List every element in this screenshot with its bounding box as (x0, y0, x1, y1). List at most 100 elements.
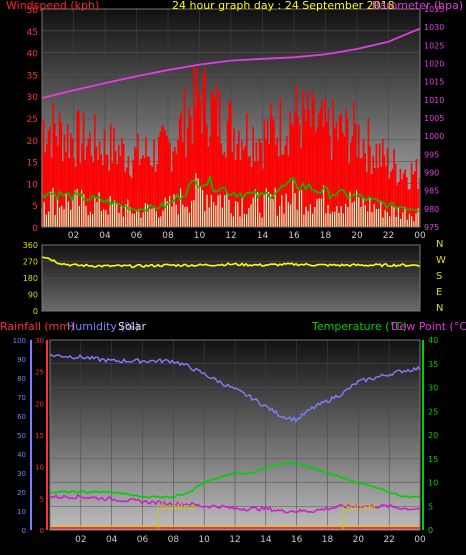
rain-tick-label: 15 (35, 432, 44, 440)
wind-tick-label: 15 (27, 159, 38, 169)
wind-tick-label: 45 (27, 28, 38, 38)
temperature-line (49, 461, 421, 499)
wind-x-tick-label: 00 (414, 231, 426, 241)
wind-tick-label: 30 (27, 93, 39, 103)
baro-tick-label: 1030 (424, 23, 444, 32)
temp-x-tick-label: 12 (229, 535, 240, 545)
humidity-tick-label: 100 (13, 337, 26, 345)
compass-label: W (436, 255, 446, 266)
wind-tick-label: 10 (27, 180, 39, 190)
dewpoint-axis-label: Dew Point (°C) (391, 320, 466, 333)
baro-tick-label: 1010 (424, 96, 444, 105)
wind-x-tick-label: 12 (225, 231, 236, 241)
temp-x-tick-label: 04 (106, 535, 118, 545)
temp-tick-label: 10 (428, 479, 438, 488)
wind-tick-label: 35 (27, 71, 38, 81)
humidity-tick-label: 50 (17, 432, 26, 440)
wind-x-tick-label: 02 (68, 231, 79, 241)
temp-tick-label: 25 (428, 407, 438, 416)
wind-x-tick-label: 10 (194, 231, 206, 241)
humidity-tick-label: 20 (17, 489, 26, 497)
direction-tick-label: 360 (23, 241, 38, 250)
wind-x-tick-label: 22 (383, 231, 394, 241)
rain-hum-temp-panel: 0 10 20 30 40 50 60 70 80 90 100 0 5 10 15 20 25 30 0 5 10… (0, 320, 466, 545)
temp-tick-label: 30 (428, 384, 438, 393)
baro-tick-label: 985 (424, 187, 439, 196)
temp-x-tick-label: 08 (168, 535, 180, 545)
humidity-tick-label: 90 (17, 356, 26, 364)
baro-tick-label: 1020 (424, 60, 444, 69)
baro-tick-label: 1025 (424, 41, 444, 50)
temp-x-tick-label: 00 (414, 535, 426, 545)
wind-tick-label: 0 (32, 224, 38, 234)
baro-tick-label: 980 (424, 205, 439, 214)
direction-tick-label: 90 (28, 291, 38, 300)
humidity-line (49, 353, 421, 423)
baro-tick-label: 1035 (424, 5, 444, 14)
humidity-tick-label: 40 (17, 451, 26, 459)
rain-tick-label: 10 (35, 464, 44, 472)
wind-tick-label: 40 (27, 50, 39, 60)
temp-tick-label: 15 (428, 455, 438, 464)
humidity-tick-label: 80 (17, 375, 26, 383)
wind-x-tick-label: 08 (162, 231, 174, 241)
rain-tick-label: 5 (40, 495, 44, 503)
wind-x-tick-label: 20 (351, 231, 363, 241)
rain-tick-label: 30 (35, 337, 44, 345)
compass-label: N (436, 239, 443, 250)
temp-x-tick-label: 02 (75, 535, 86, 545)
temp-tick-label: 5 (428, 502, 433, 511)
baro-tick-label: 990 (424, 169, 439, 178)
temp-x-tick-label: 16 (291, 535, 303, 545)
baro-tick-label: 1005 (424, 114, 444, 123)
compass-label: S (436, 271, 442, 282)
dewpoint-line (49, 493, 421, 514)
humidity-tick-label: 0 (22, 527, 26, 535)
wind-x-tick-label: 18 (320, 231, 332, 241)
compass-label: E (436, 287, 442, 298)
baro-tick-label: 1000 (424, 132, 444, 141)
humidity-axis-label: Humidity (%) (67, 320, 139, 333)
barometer-line (41, 27, 421, 99)
temp-x-tick-label: 06 (137, 535, 149, 545)
sun-event-label: SunSet (345, 503, 377, 513)
temp-x-tick-label: 14 (260, 535, 272, 545)
temp-tick-label: 0 (428, 526, 433, 535)
barometer-axis-label: Barometer (hpa) (372, 0, 463, 12)
humidity-tick-label: 30 (17, 470, 26, 478)
temp-x-tick-label: 22 (383, 535, 394, 545)
direction-tick-label: 270 (23, 258, 38, 267)
windspeed-axis-label: Windspeed (kph) (6, 0, 99, 12)
rainfall-axis-label: Rainfall (mm) (0, 320, 74, 333)
temp-tick-label: 20 (428, 431, 438, 440)
humidity-tick-label: 60 (17, 413, 26, 421)
average-wind-line (41, 174, 421, 213)
temp-x-tick-label: 10 (198, 535, 210, 545)
rain-tick-label: 0 (40, 527, 44, 535)
wind-x-tick-label: 14 (257, 231, 269, 241)
temp-x-tick-label: 18 (322, 535, 334, 545)
wind-x-tick-label: 16 (288, 231, 300, 241)
compass-label: N (436, 303, 443, 314)
baro-tick-label: 975 (424, 223, 439, 232)
wind-tick-label: 50 (27, 6, 39, 16)
humidity-tick-label: 10 (17, 508, 26, 516)
wind-x-tick-label: 06 (131, 231, 143, 241)
solar-axis-label: Solar (118, 320, 147, 333)
wind-x-tick-label: 04 (99, 231, 111, 241)
rain-tick-label: 20 (35, 400, 44, 408)
direction-tick-label: 0 (33, 307, 38, 316)
humidity-tick-label: 70 (17, 394, 26, 402)
wind-tick-label: 20 (27, 137, 39, 147)
temp-x-tick-label: 20 (353, 535, 365, 545)
temp-tick-label: 35 (428, 360, 438, 369)
temp-tick-label: 40 (428, 336, 438, 345)
baro-tick-label: 1015 (424, 78, 444, 87)
baro-tick-label: 995 (424, 150, 439, 159)
temperature-axis-label: Temperature (°C) (311, 320, 407, 333)
sun-event-label: SunRise (160, 503, 197, 513)
direction-tick-label: 180 (23, 274, 38, 283)
